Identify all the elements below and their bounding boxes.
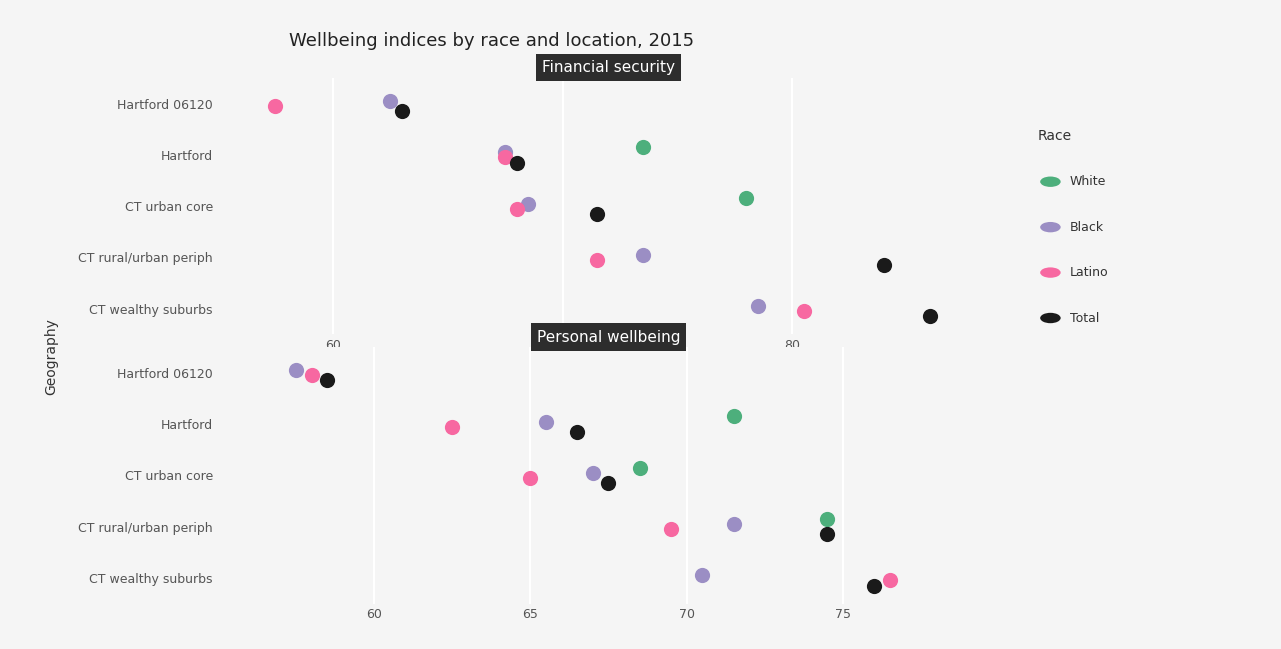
Point: [863, 580, 884, 591]
Text: Black: Black: [1070, 221, 1104, 234]
Point: [535, 416, 556, 426]
Point: [724, 519, 744, 530]
Text: Latino: Latino: [1070, 266, 1108, 279]
Point: [392, 106, 412, 116]
Point: [817, 529, 838, 539]
Point: [794, 306, 815, 317]
Point: [506, 157, 526, 167]
Point: [316, 375, 337, 386]
Text: Geography: Geography: [45, 319, 58, 395]
Point: [494, 152, 515, 162]
Title: Personal wellbeing: Personal wellbeing: [537, 330, 680, 345]
Point: [817, 514, 838, 524]
Text: Wellbeing indices by race and location, 2015: Wellbeing indices by race and location, …: [288, 32, 694, 51]
Point: [587, 255, 607, 265]
Point: [506, 204, 526, 214]
Point: [380, 96, 401, 106]
Point: [265, 101, 286, 111]
Point: [301, 370, 322, 380]
Point: [920, 311, 940, 321]
Text: White: White: [1070, 175, 1106, 188]
Point: [737, 193, 757, 204]
Point: [629, 463, 649, 473]
Title: Financial security: Financial security: [542, 60, 675, 75]
Point: [520, 472, 541, 483]
Point: [518, 199, 538, 209]
Point: [661, 524, 681, 534]
Point: [286, 365, 306, 375]
Text: Race: Race: [1038, 129, 1072, 143]
Point: [494, 147, 515, 158]
Point: [880, 575, 901, 585]
Point: [724, 411, 744, 422]
Point: [633, 250, 653, 260]
Point: [598, 478, 619, 488]
Text: Total: Total: [1070, 312, 1099, 324]
Point: [442, 421, 462, 432]
Point: [633, 142, 653, 153]
Point: [587, 208, 607, 219]
Point: [583, 467, 603, 478]
Point: [874, 260, 894, 270]
Point: [567, 426, 588, 437]
Point: [692, 570, 712, 581]
Point: [748, 301, 769, 312]
